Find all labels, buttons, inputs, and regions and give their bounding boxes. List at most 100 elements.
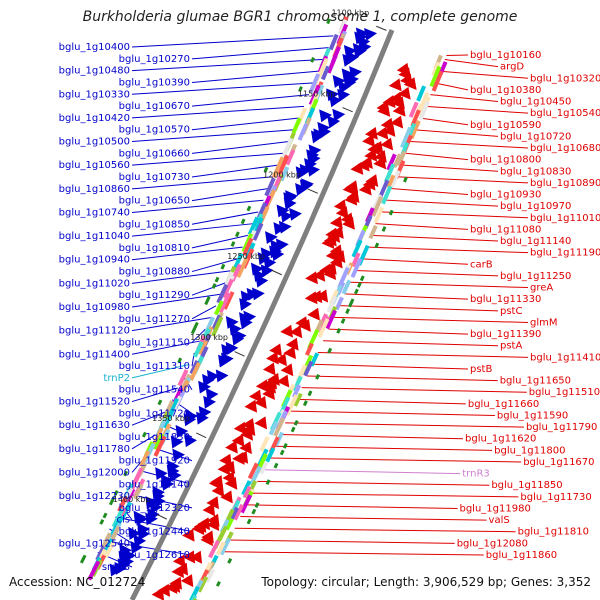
gene-label-bglu-1g11510[interactable]: bglu_1g11510 (529, 387, 600, 398)
gene-label-bglu-1g10980[interactable]: bglu_1g10980 (59, 302, 130, 313)
gene-label-bglu-1g11140[interactable]: bglu_1g11140 (500, 236, 571, 247)
gene-label-bglu-1g11310[interactable]: bglu_1g11310 (119, 361, 190, 372)
gene-label-bglu-1g10450[interactable]: bglu_1g10450 (500, 97, 571, 108)
rna-marker (315, 374, 321, 380)
gene-label-bglu-1g12540[interactable]: bglu_1g12540 (59, 538, 130, 549)
gene-label-bglu-1g10270[interactable]: bglu_1g10270 (119, 54, 190, 65)
gene-label-bglu-1g10890[interactable]: bglu_1g10890 (530, 178, 600, 189)
gene-label-psta[interactable]: pstA (500, 341, 522, 352)
gene-label-bglu-1g11920[interactable]: bglu_1g11920 (119, 456, 190, 467)
gene-label-trnp2[interactable]: trnP2 (103, 373, 130, 384)
gene-label-bglu-1g10930[interactable]: bglu_1g10930 (470, 190, 541, 201)
gene-label-bglu-1g11830[interactable]: bglu_1g11830 (119, 432, 190, 443)
gene-label-trnr3[interactable]: trnR3 (462, 469, 490, 480)
reverse-gene-arrow (356, 158, 370, 172)
gene-label-bglu-1g10590[interactable]: bglu_1g10590 (470, 120, 541, 131)
gene-label-smpb[interactable]: smpB (102, 562, 130, 573)
gene-label-bglu-1g10400[interactable]: bglu_1g10400 (59, 42, 130, 53)
gene-label-carb[interactable]: carB (470, 259, 493, 270)
gene-label-bglu-1g11720[interactable]: bglu_1g11720 (119, 408, 190, 419)
gene-label-argd[interactable]: argD (500, 62, 524, 73)
gene-label-pstc[interactable]: pstC (500, 306, 522, 317)
gene-label-bglu-1g11520[interactable]: bglu_1g11520 (59, 397, 130, 408)
leader-line (131, 434, 156, 450)
gene-label-bglu-1g11630[interactable]: bglu_1g11630 (59, 420, 130, 431)
gene-label-pstb[interactable]: pstB (470, 364, 492, 375)
gene-label-bglu-1g12140[interactable]: bglu_1g12140 (119, 479, 190, 490)
gene-label-bglu-1g10330[interactable]: bglu_1g10330 (59, 89, 130, 100)
gene-label-bglu-1g10650[interactable]: bglu_1g10650 (119, 196, 190, 207)
gene-label-bglu-1g10420[interactable]: bglu_1g10420 (59, 113, 130, 124)
gene-label-bglu-1g11250[interactable]: bglu_1g11250 (500, 271, 571, 282)
gene-label-bglu-1g10500[interactable]: bglu_1g10500 (59, 137, 130, 148)
reverse-gene-arrow (266, 351, 279, 365)
gene-label-bglu-1g10860[interactable]: bglu_1g10860 (59, 184, 130, 195)
leader-line (131, 246, 243, 261)
gene-label-bglu-1g11190[interactable]: bglu_1g11190 (530, 248, 600, 259)
gene-label-grea[interactable]: greA (530, 283, 553, 294)
gene-label-bglu-1g10160[interactable]: bglu_1g10160 (470, 50, 541, 61)
gene-label-bglu-1g11620[interactable]: bglu_1g11620 (465, 434, 536, 445)
reverse-gene-arrow (274, 353, 287, 367)
gene-label-bglu-1g10570[interactable]: bglu_1g10570 (119, 125, 190, 136)
rna-marker (290, 426, 296, 433)
gene-label-bglu-1g11780[interactable]: bglu_1g11780 (59, 444, 130, 455)
gene-label-bglu-1g11080[interactable]: bglu_1g11080 (470, 224, 541, 235)
gene-label-bglu-1g11290[interactable]: bglu_1g11290 (119, 290, 190, 301)
rna-marker (246, 205, 252, 212)
gene-label-bglu-1g11020[interactable]: bglu_1g11020 (59, 278, 130, 289)
gene-label-bglu-1g11850[interactable]: bglu_1g11850 (491, 480, 562, 491)
gene-label-bglu-1g10680[interactable]: bglu_1g10680 (530, 143, 600, 154)
gene-label-bglu-1g11670[interactable]: bglu_1g11670 (523, 457, 594, 468)
gene-label-glmm[interactable]: glmM (530, 317, 558, 328)
gene-label-bglu-1g12320[interactable]: bglu_1g12320 (119, 503, 190, 514)
gene-label-bglu-1g10480[interactable]: bglu_1g10480 (59, 66, 130, 77)
gene-label-bglu-1g10810[interactable]: bglu_1g10810 (119, 243, 190, 254)
gene-label-cls[interactable]: cls (117, 515, 131, 526)
gene-label-bglu-1g12000[interactable]: bglu_1g12000 (59, 467, 130, 478)
gene-label-bglu-1g10740[interactable]: bglu_1g10740 (59, 207, 130, 218)
gene-label-bglu-1g10540[interactable]: bglu_1g10540 (530, 108, 600, 119)
gene-label-bglu-1g11040[interactable]: bglu_1g11040 (59, 231, 130, 242)
gene-label-bglu-1g10390[interactable]: bglu_1g10390 (119, 77, 190, 88)
gene-label-bglu-1g11790[interactable]: bglu_1g11790 (526, 422, 597, 433)
gene-label-bglu-1g11800[interactable]: bglu_1g11800 (494, 445, 565, 456)
gene-label-bglu-1g10850[interactable]: bglu_1g10850 (119, 219, 190, 230)
gene-label-bglu-1g10940[interactable]: bglu_1g10940 (59, 255, 130, 266)
gene-label-bglu-1g12440[interactable]: bglu_1g12440 (119, 527, 190, 538)
gene-label-bglu-1g11810[interactable]: bglu_1g11810 (518, 527, 589, 538)
gene-label-bglu-1g10720[interactable]: bglu_1g10720 (500, 131, 571, 142)
gene-label-bglu-1g12230[interactable]: bglu_1g12230 (59, 491, 130, 502)
gene-label-bglu-1g10830[interactable]: bglu_1g10830 (500, 166, 571, 177)
gene-label-bglu-1g10880[interactable]: bglu_1g10880 (119, 267, 190, 278)
gene-label-vals[interactable]: valS (489, 515, 510, 526)
reverse-gene-arrow (164, 581, 178, 595)
gene-label-bglu-1g11860[interactable]: bglu_1g11860 (486, 550, 557, 561)
gene-label-bglu-1g12080[interactable]: bglu_1g12080 (457, 538, 528, 549)
gene-label-bglu-1g11540[interactable]: bglu_1g11540 (119, 385, 190, 396)
gene-label-bglu-1g10730[interactable]: bglu_1g10730 (119, 172, 190, 183)
gene-label-bglu-1g11120[interactable]: bglu_1g11120 (59, 326, 130, 337)
gene-label-bglu-1g10970[interactable]: bglu_1g10970 (500, 201, 571, 212)
gene-label-bglu-1g11330[interactable]: bglu_1g11330 (470, 294, 541, 305)
rna-marker (113, 489, 119, 496)
gene-label-bglu-1g11730[interactable]: bglu_1g11730 (520, 492, 591, 503)
gene-label-bglu-1g10800[interactable]: bglu_1g10800 (470, 155, 541, 166)
gene-label-bglu-1g10660[interactable]: bglu_1g10660 (119, 148, 190, 159)
gene-label-bglu-1g12610[interactable]: bglu_1g12610 (119, 550, 190, 561)
gene-label-bglu-1g11390[interactable]: bglu_1g11390 (470, 329, 541, 340)
gene-label-bglu-1g11980[interactable]: bglu_1g11980 (459, 503, 530, 514)
gene-label-bglu-1g11270[interactable]: bglu_1g11270 (119, 314, 190, 325)
gene-label-bglu-1g11400[interactable]: bglu_1g11400 (59, 349, 130, 360)
gene-label-bglu-1g10380[interactable]: bglu_1g10380 (470, 85, 541, 96)
gene-label-bglu-1g11660[interactable]: bglu_1g11660 (468, 399, 539, 410)
gene-label-bglu-1g11590[interactable]: bglu_1g11590 (497, 410, 568, 421)
gene-label-bglu-1g11410[interactable]: bglu_1g11410 (530, 352, 600, 363)
gene-label-bglu-1g11010[interactable]: bglu_1g11010 (530, 213, 600, 224)
gene-label-bglu-1g10670[interactable]: bglu_1g10670 (119, 101, 190, 112)
cog-feature-right (392, 153, 402, 169)
gene-label-bglu-1g11650[interactable]: bglu_1g11650 (500, 376, 571, 387)
gene-label-bglu-1g10560[interactable]: bglu_1g10560 (59, 160, 130, 171)
gene-label-bglu-1g11150[interactable]: bglu_1g11150 (119, 337, 190, 348)
gene-label-bglu-1g10320[interactable]: bglu_1g10320 (530, 73, 600, 84)
